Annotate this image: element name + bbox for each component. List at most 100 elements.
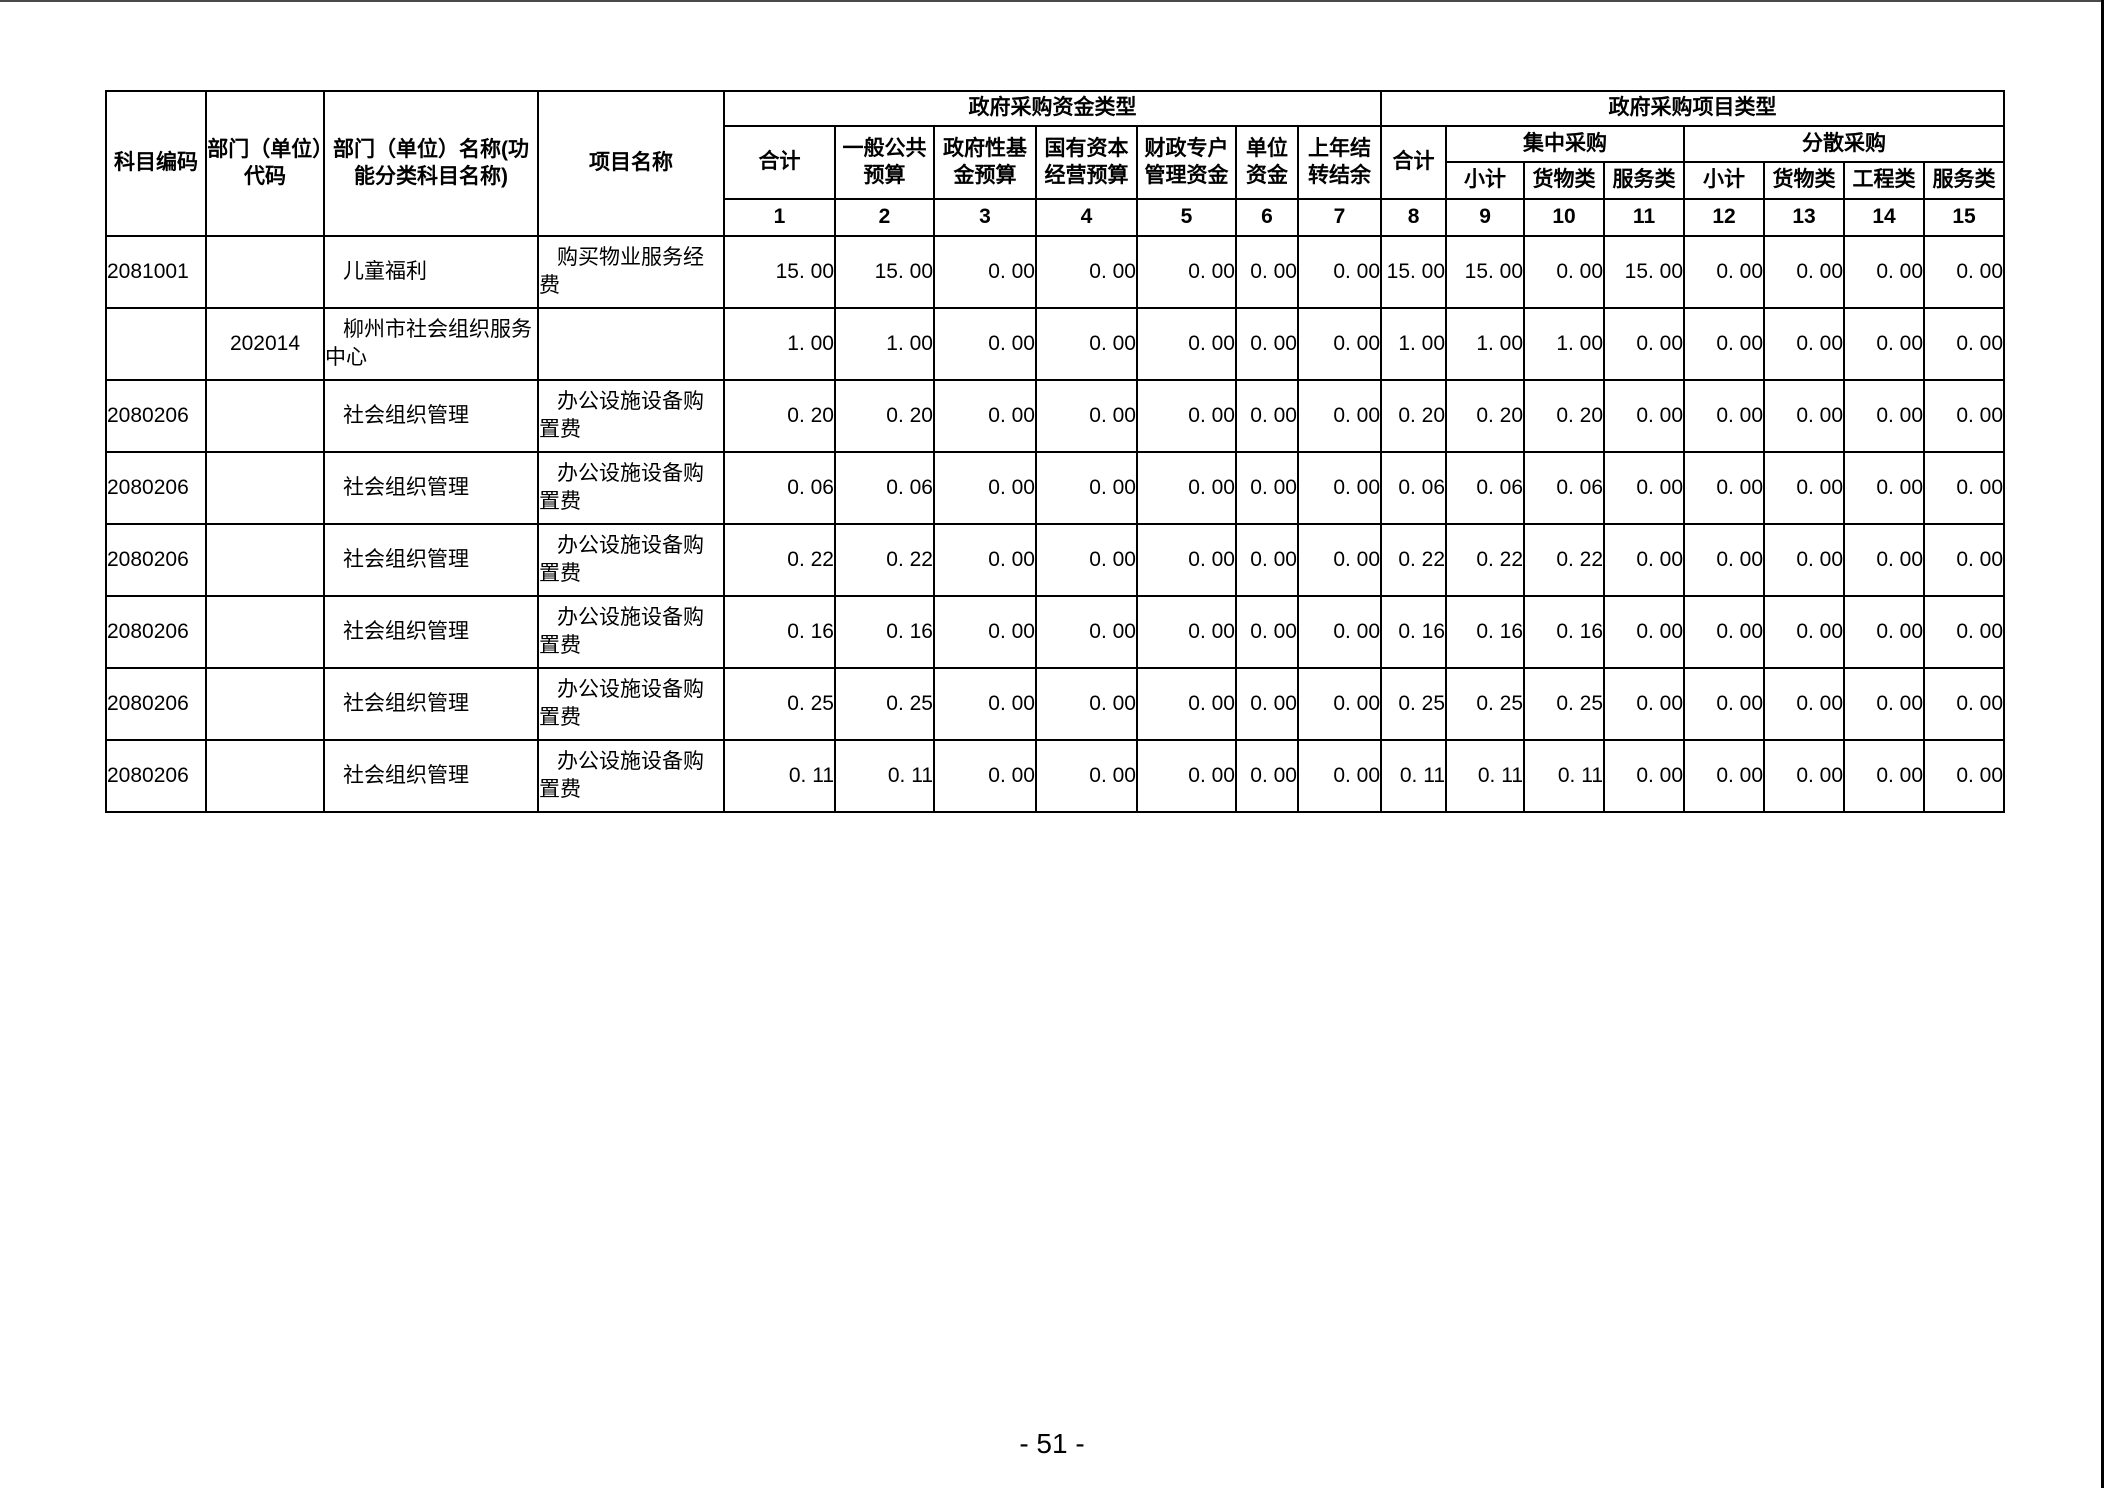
table-row: 2080206 社会组织管理 办公设施设备购置费 0. 11 0. 11 0. 00 0. … bbox=[105, 739, 2006, 813]
value-cell: 0. 06 bbox=[1523, 451, 1606, 525]
value-cell: 0. 06 bbox=[1380, 451, 1448, 525]
col-index: 4 bbox=[1035, 198, 1138, 237]
dept-code-cell bbox=[205, 235, 325, 309]
value-cell: 15. 00 bbox=[1603, 235, 1686, 309]
subject-code-cell: 2080206 bbox=[105, 379, 207, 453]
subject-code-cell: 2080206 bbox=[105, 523, 207, 597]
value-cell: 0. 00 bbox=[1603, 595, 1686, 669]
value-cell: 0. 00 bbox=[1923, 739, 2006, 813]
project-name-cell bbox=[537, 307, 725, 381]
dept-name-cell: 社会组织管理 bbox=[323, 379, 539, 453]
value-cell: 0. 06 bbox=[834, 451, 935, 525]
col-index: 5 bbox=[1136, 198, 1237, 237]
value-cell: 0. 00 bbox=[1683, 451, 1766, 525]
value-cell: 0. 00 bbox=[1603, 451, 1686, 525]
header-decentralized-goods: 货物类 bbox=[1763, 161, 1846, 200]
value-cell: 0. 20 bbox=[723, 379, 836, 453]
value-cell: 0. 00 bbox=[1136, 523, 1237, 597]
col-index: 3 bbox=[933, 198, 1037, 237]
value-cell: 0. 00 bbox=[1683, 595, 1766, 669]
value-cell: 0. 00 bbox=[1763, 595, 1846, 669]
project-name-cell: 办公设施设备购置费 bbox=[537, 595, 725, 669]
value-cell: 0. 00 bbox=[1035, 739, 1138, 813]
value-cell: 0. 11 bbox=[723, 739, 836, 813]
col-index: 9 bbox=[1445, 198, 1526, 237]
value-cell: 0. 25 bbox=[1445, 667, 1526, 741]
value-cell: 0. 00 bbox=[1683, 523, 1766, 597]
value-cell: 0. 00 bbox=[933, 379, 1037, 453]
value-cell: 0. 00 bbox=[1763, 235, 1846, 309]
header-unit-funds: 单位资金 bbox=[1235, 125, 1299, 200]
col-index: 8 bbox=[1380, 198, 1448, 237]
header-centralized-subtotal: 小计 bbox=[1445, 161, 1526, 200]
value-cell: 0. 00 bbox=[1235, 595, 1299, 669]
subject-code-cell: 2080206 bbox=[105, 595, 207, 669]
value-cell: 0. 22 bbox=[1380, 523, 1448, 597]
value-cell: 0. 00 bbox=[1843, 595, 1926, 669]
value-cell: 0. 00 bbox=[1763, 307, 1846, 381]
dept-name-cell: 社会组织管理 bbox=[323, 451, 539, 525]
value-cell: 0. 00 bbox=[1035, 451, 1138, 525]
value-cell: 0. 00 bbox=[1235, 307, 1299, 381]
table-row: 2080206 社会组织管理 办公设施设备购置费 0. 22 0. 22 0. 00 0. … bbox=[105, 523, 2006, 597]
value-cell: 1. 00 bbox=[834, 307, 935, 381]
subject-code-cell: 2080206 bbox=[105, 451, 207, 525]
value-cell: 0. 00 bbox=[933, 667, 1037, 741]
subject-code-cell: 2081001 bbox=[105, 235, 207, 309]
value-cell: 0. 00 bbox=[1763, 667, 1846, 741]
value-cell: 0. 00 bbox=[1523, 235, 1606, 309]
value-cell: 0. 00 bbox=[1235, 379, 1299, 453]
value-cell: 0. 00 bbox=[1035, 667, 1138, 741]
header-group-fund-type: 政府采购资金类型 bbox=[722, 90, 1383, 127]
project-name-cell: 办公设施设备购置费 bbox=[537, 739, 725, 813]
value-cell: 0. 00 bbox=[1843, 235, 1926, 309]
value-cell: 0. 00 bbox=[1235, 739, 1299, 813]
value-cell: 0. 00 bbox=[1136, 379, 1237, 453]
value-cell: 0. 00 bbox=[933, 739, 1037, 813]
value-cell: 0. 25 bbox=[834, 667, 935, 741]
value-cell: 0. 00 bbox=[1136, 235, 1237, 309]
value-cell: 15. 00 bbox=[723, 235, 836, 309]
dept-code-cell bbox=[205, 739, 325, 813]
value-cell: 15. 00 bbox=[1380, 235, 1448, 309]
header-row-categories: 合计 一般公共预算 政府性基金预算 国有资本经营预算 财政专户管理资金 单位资金… bbox=[106, 125, 2006, 200]
value-cell: 0. 00 bbox=[1035, 379, 1138, 453]
subject-code-cell: 2080206 bbox=[105, 739, 207, 813]
value-cell: 0. 22 bbox=[1523, 523, 1606, 597]
table-row: 2081001 儿童福利 购买物业服务经费 15. 00 15. 00 0. 00 0. 0… bbox=[105, 235, 2006, 309]
value-cell: 0. 00 bbox=[1923, 379, 2006, 453]
subject-code-cell: 2080206 bbox=[105, 667, 207, 741]
dept-name-cell: 社会组织管理 bbox=[323, 739, 539, 813]
value-cell: 0. 00 bbox=[933, 595, 1037, 669]
value-cell: 0. 00 bbox=[1136, 451, 1237, 525]
dept-code-cell bbox=[205, 523, 325, 597]
table-header: 科目编码 部门（单位）代码 部门（单位）名称(功能分类科目名称) 项目名称 政府… bbox=[105, 90, 2006, 237]
value-cell: 0. 06 bbox=[723, 451, 836, 525]
col-index: 13 bbox=[1763, 198, 1846, 237]
value-cell: 0. 00 bbox=[1136, 595, 1237, 669]
value-cell: 15. 00 bbox=[834, 235, 935, 309]
project-name-cell: 购买物业服务经费 bbox=[537, 235, 725, 309]
header-gov-fund-budget: 政府性基金预算 bbox=[933, 125, 1037, 200]
value-cell: 0. 00 bbox=[1683, 667, 1766, 741]
col-index: 12 bbox=[1683, 198, 1766, 237]
dept-code-cell: 202014 bbox=[205, 307, 325, 381]
top-edge-line bbox=[0, 0, 2104, 2]
value-cell: 0. 00 bbox=[1296, 307, 1383, 381]
value-cell: 1. 00 bbox=[723, 307, 836, 381]
right-edge-line bbox=[2101, 0, 2104, 1488]
dept-code-cell bbox=[205, 379, 325, 453]
value-cell: 0. 22 bbox=[834, 523, 935, 597]
value-cell: 0. 00 bbox=[1296, 739, 1383, 813]
header-dept-code: 部门（单位）代码 bbox=[205, 90, 325, 237]
header-decentralized-subtotal: 小计 bbox=[1683, 161, 1766, 200]
header-state-capital-budget: 国有资本经营预算 bbox=[1035, 125, 1138, 200]
header-row-subcategories: 小计 货物类 服务类 小计 货物类 工程类 服务类 bbox=[106, 161, 2006, 200]
value-cell: 0. 00 bbox=[1763, 451, 1846, 525]
value-cell: 0. 16 bbox=[1445, 595, 1526, 669]
value-cell: 0. 00 bbox=[1035, 595, 1138, 669]
value-cell: 0. 00 bbox=[1683, 739, 1766, 813]
header-dept-name: 部门（单位）名称(功能分类科目名称) bbox=[323, 90, 539, 237]
value-cell: 0. 16 bbox=[1380, 595, 1448, 669]
value-cell: 0. 00 bbox=[1235, 451, 1299, 525]
